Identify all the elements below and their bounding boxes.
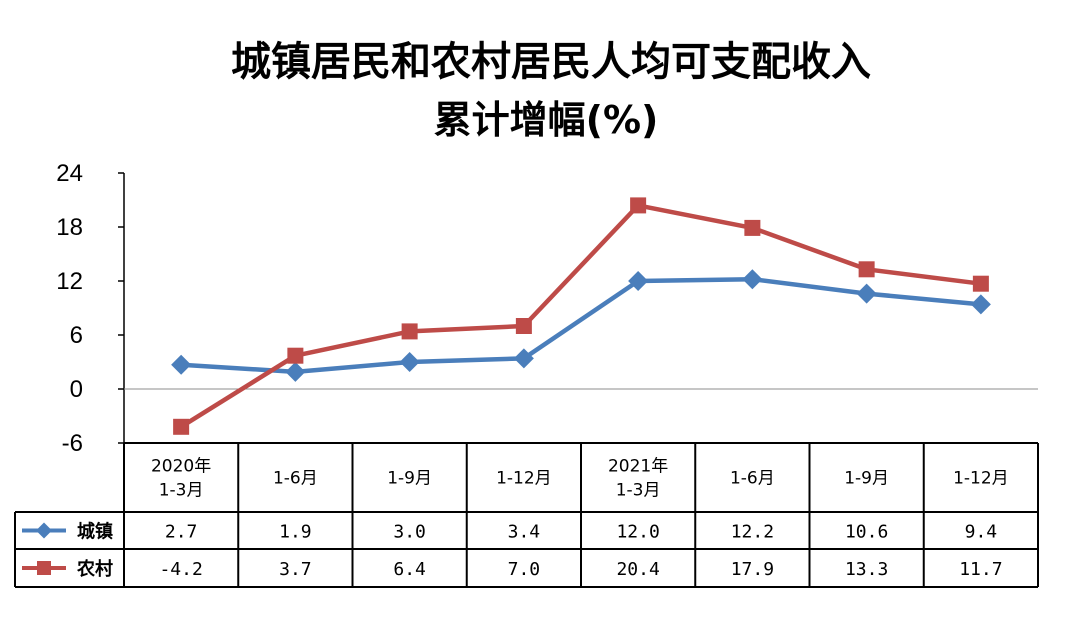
y-tick-label: -6 xyxy=(62,430,83,457)
y-tick-label: 12 xyxy=(56,268,83,295)
legend-label: 城镇 xyxy=(77,521,113,543)
y-tick-label: 0 xyxy=(70,376,83,403)
data-label: 13.3 xyxy=(845,559,888,580)
data-label: 7.0 xyxy=(508,559,541,580)
y-tick-label: 24 xyxy=(56,160,83,187)
x-tick-label: 2021年 xyxy=(608,457,668,477)
data-label: 3.7 xyxy=(279,559,312,580)
data-label: 10.6 xyxy=(845,522,888,543)
data-label: 9.4 xyxy=(965,522,998,543)
data-point xyxy=(742,269,763,290)
data-point xyxy=(515,318,532,334)
x-tick-label: 1-12月 xyxy=(953,469,1009,489)
data-point xyxy=(401,323,418,340)
data-point xyxy=(856,283,877,304)
data-point xyxy=(744,219,761,236)
legend-label: 农村 xyxy=(76,558,113,580)
data-label: 1.9 xyxy=(279,522,312,543)
data-label: 3.0 xyxy=(393,522,426,543)
series-line xyxy=(180,276,982,375)
data-point xyxy=(858,261,875,278)
data-label: 12.0 xyxy=(616,522,659,543)
x-tick-label: 1-3月 xyxy=(616,481,661,501)
data-point xyxy=(630,197,647,214)
data-point xyxy=(173,418,190,435)
y-tick-label: 18 xyxy=(56,214,83,241)
x-tick-label: 1-6月 xyxy=(730,469,775,489)
y-tick-label: 6 xyxy=(70,322,83,349)
x-tick-label: 1-3月 xyxy=(159,481,204,501)
data-label: 2.7 xyxy=(165,522,198,543)
legend-key-marker xyxy=(36,522,52,539)
data-point xyxy=(628,271,649,291)
data-point xyxy=(285,361,306,382)
data-label: -4.2 xyxy=(159,559,202,580)
plot-area xyxy=(171,197,991,435)
data-point xyxy=(970,294,991,315)
x-tick-label: 1-9月 xyxy=(387,469,432,489)
x-tick-label: 2020年 xyxy=(151,457,211,477)
data-point xyxy=(513,348,534,369)
data-point xyxy=(171,354,192,375)
data-point xyxy=(399,352,420,372)
x-tick-label: 1-12月 xyxy=(496,469,552,489)
chart-title-line2: 累计增幅(%) xyxy=(434,98,659,142)
chart-title-line1: 城镇居民和农村居民人均可支配收入 xyxy=(231,39,871,85)
data-table: 2020年 1-3月 1-6月 1-9月 1-12月 2021年 1-3月 1-6月 1-9月 1… xyxy=(14,442,1039,588)
data-label: 6.4 xyxy=(393,559,426,580)
data-point xyxy=(972,275,989,292)
data-label: 11.7 xyxy=(959,559,1002,580)
data-label: 12.2 xyxy=(731,522,774,543)
data-label: 3.4 xyxy=(508,522,541,543)
data-label: 17.9 xyxy=(731,559,774,580)
data-point xyxy=(287,347,304,364)
axes: 24 18 12 6 0 -6 xyxy=(56,160,1038,457)
data-label: 20.4 xyxy=(616,559,659,580)
legend-key-marker xyxy=(37,561,51,575)
x-tick-label: 1-9月 xyxy=(844,469,889,489)
x-tick-label: 1-6月 xyxy=(273,469,318,489)
series-line xyxy=(179,203,982,429)
